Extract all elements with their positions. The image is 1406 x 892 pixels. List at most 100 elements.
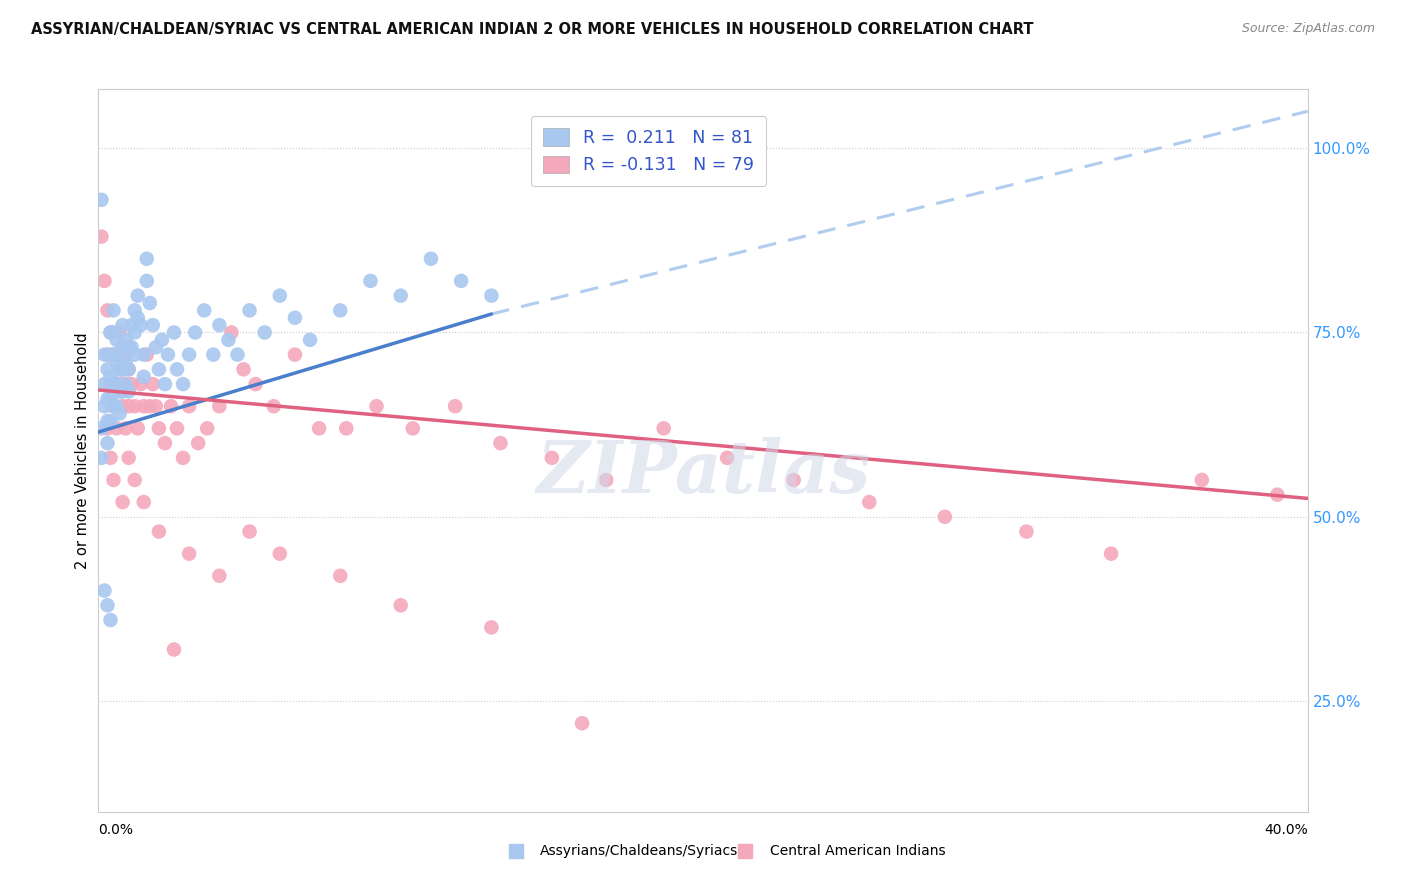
- Point: [145, 399, 167, 413]
- Point: [121, 377, 143, 392]
- Point: [783, 473, 806, 487]
- Point: [103, 473, 125, 487]
- Point: [114, 348, 136, 362]
- Point: [103, 326, 125, 340]
- Point: [105, 348, 128, 362]
- Point: [132, 369, 155, 384]
- Point: [121, 318, 143, 332]
- Point: [118, 384, 141, 399]
- Point: [253, 326, 276, 340]
- Point: [858, 495, 880, 509]
- Point: [111, 495, 134, 509]
- Point: [150, 333, 173, 347]
- Point: [108, 348, 131, 362]
- Point: [96, 392, 118, 406]
- Point: [156, 348, 179, 362]
- Point: [105, 399, 128, 413]
- Point: [118, 362, 141, 376]
- Point: [202, 348, 225, 362]
- Point: [172, 450, 194, 465]
- Point: [187, 436, 209, 450]
- Point: [100, 613, 122, 627]
- Point: [179, 348, 201, 362]
- Point: [114, 333, 136, 347]
- Text: Assyrians/Chaldeans/Syriacs: Assyrians/Chaldeans/Syriacs: [540, 845, 738, 858]
- Point: [269, 547, 291, 561]
- Point: [108, 326, 131, 340]
- Point: [335, 421, 357, 435]
- Point: [118, 340, 141, 354]
- Point: [195, 421, 218, 435]
- Point: [90, 450, 112, 465]
- Point: [366, 399, 388, 413]
- Point: [179, 399, 201, 413]
- Point: [124, 399, 146, 413]
- Point: [124, 473, 146, 487]
- Point: [105, 421, 128, 435]
- Point: [179, 547, 201, 561]
- Point: [1015, 524, 1038, 539]
- Point: [716, 450, 738, 465]
- Point: [481, 288, 503, 302]
- Point: [329, 303, 352, 318]
- Point: [108, 362, 131, 376]
- Point: [139, 296, 162, 310]
- Point: [100, 377, 122, 392]
- Point: [163, 642, 186, 657]
- Point: [93, 583, 115, 598]
- Point: [389, 599, 412, 613]
- Point: [135, 348, 157, 362]
- Point: [284, 310, 307, 325]
- Point: [114, 355, 136, 369]
- Point: [444, 399, 467, 413]
- Point: [111, 340, 134, 354]
- Point: [595, 473, 617, 487]
- Point: [127, 421, 149, 435]
- Point: [103, 348, 125, 362]
- Point: [111, 399, 134, 413]
- Point: [118, 362, 141, 376]
- Point: [145, 340, 167, 354]
- Point: [360, 274, 382, 288]
- Point: [96, 436, 118, 450]
- Point: [239, 524, 262, 539]
- Point: [127, 288, 149, 302]
- Point: [299, 333, 322, 347]
- Point: [96, 599, 118, 613]
- Point: [108, 407, 131, 421]
- Point: [540, 450, 562, 465]
- Point: [132, 495, 155, 509]
- Point: [450, 274, 472, 288]
- Point: [166, 362, 188, 376]
- Point: [127, 310, 149, 325]
- Point: [124, 348, 146, 362]
- Point: [129, 377, 152, 392]
- Point: [226, 348, 249, 362]
- Point: [90, 229, 112, 244]
- Point: [105, 377, 128, 392]
- Point: [142, 318, 165, 332]
- Point: [1099, 547, 1122, 561]
- Point: [96, 362, 118, 376]
- Y-axis label: 2 or more Vehicles in Household: 2 or more Vehicles in Household: [75, 332, 90, 569]
- Point: [108, 377, 131, 392]
- Point: [571, 716, 593, 731]
- Point: [96, 348, 118, 362]
- Point: [103, 399, 125, 413]
- Point: [269, 288, 291, 302]
- Point: [148, 524, 170, 539]
- Point: [139, 399, 162, 413]
- Point: [142, 377, 165, 392]
- Point: [329, 569, 352, 583]
- Point: [148, 362, 170, 376]
- Point: [284, 348, 307, 362]
- Point: [114, 421, 136, 435]
- Point: [208, 318, 231, 332]
- Text: ZIPatlas: ZIPatlas: [536, 437, 870, 508]
- Point: [232, 362, 254, 376]
- Point: [481, 620, 503, 634]
- Point: [96, 414, 118, 428]
- Point: [100, 392, 122, 406]
- Point: [208, 399, 231, 413]
- Point: [124, 326, 146, 340]
